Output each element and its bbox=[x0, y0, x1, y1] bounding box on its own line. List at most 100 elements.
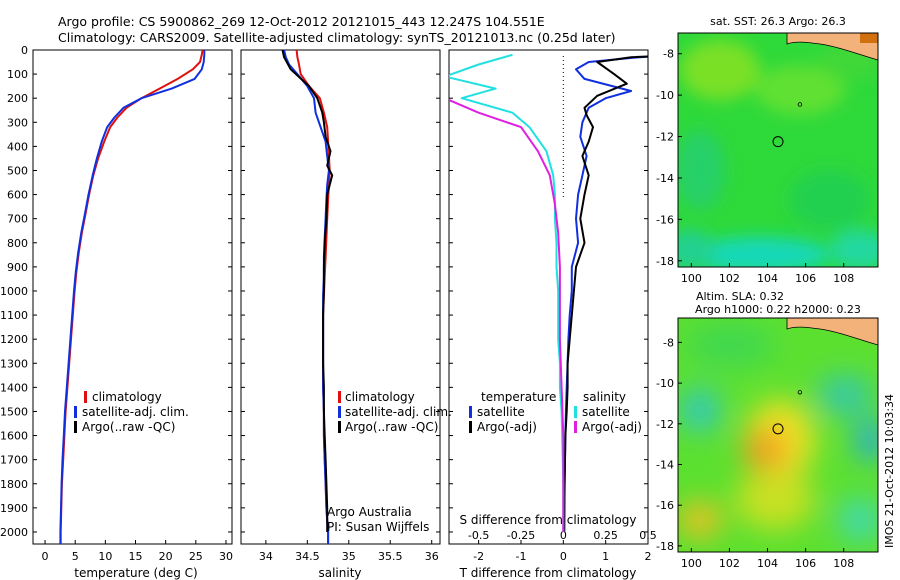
difference-xlabel-top: S difference from climatology bbox=[460, 513, 637, 527]
salinity-series-group bbox=[281, 50, 334, 532]
generated-chart-marks: 0100200300400500600700800900100011001200… bbox=[0, 44, 854, 570]
difference-series-group bbox=[563, 55, 648, 533]
sla-map-island bbox=[797, 390, 803, 395]
depth-tick-label: 100 bbox=[7, 68, 28, 81]
temperature-legend-argo: Argo(..raw -QC) bbox=[82, 420, 175, 434]
salinity-line-satellite-adj-clim- bbox=[283, 50, 330, 544]
difference-panel-frame bbox=[448, 49, 649, 545]
difference-salinity-tick-label: 0.5 bbox=[639, 529, 657, 542]
salinity-legend-argo: Argo(..raw -QC) bbox=[345, 420, 438, 434]
sst-map-ytick-label: -14 bbox=[656, 172, 674, 185]
difference-xtick-label: 1 bbox=[602, 550, 609, 563]
sst-land-hot bbox=[860, 33, 878, 43]
difference-xtick-label: -1 bbox=[515, 550, 526, 563]
salinity-legend: climatology satellite-adj. clim. Argo(..… bbox=[338, 390, 452, 434]
temperature-xtick-label: 20 bbox=[159, 550, 173, 563]
temperature-line-satellite-adj-clim- bbox=[59, 50, 206, 544]
sst-map bbox=[677, 32, 879, 268]
sla-map-xtick-label: 102 bbox=[719, 557, 740, 570]
temperature-legend: climatology satellite-adj. clim. Argo(..… bbox=[74, 390, 189, 434]
sst-map-xtick-label: 108 bbox=[833, 272, 854, 285]
difference-salinity-tick-label: 0 bbox=[560, 529, 567, 542]
temperature-legend-swatch-argo bbox=[74, 421, 77, 433]
diff-legend-t-argo: Argo(-adj) bbox=[477, 420, 537, 434]
sla-map-ytick-label: -10 bbox=[656, 377, 674, 390]
diff-legend-swatch-t-satellite bbox=[469, 406, 472, 418]
difference-salinity-tick-label: 0.25 bbox=[593, 529, 618, 542]
sla-map-ytick-label: -14 bbox=[656, 459, 674, 472]
depth-tick-label: 1700 bbox=[0, 454, 28, 467]
depth-tick-label: 1300 bbox=[0, 357, 28, 370]
sla-map-xtick-label: 108 bbox=[833, 557, 854, 570]
difference-xtick-label: 2 bbox=[645, 550, 652, 563]
difference-xtick-label: -2 bbox=[473, 550, 484, 563]
sst-map-argo-marker bbox=[772, 136, 784, 148]
temperature-legend-satellite: satellite-adj. clim. bbox=[82, 405, 189, 419]
temperature-xtick-label: 30 bbox=[219, 550, 233, 563]
salinity-xtick-label: 36 bbox=[425, 550, 439, 563]
difference-line-s-satellite bbox=[449, 53, 565, 532]
sla-field bbox=[678, 323, 878, 542]
depth-tick-label: 700 bbox=[7, 213, 28, 226]
diff-legend-swatch-s-satellite bbox=[574, 406, 577, 418]
depth-tick-label: 800 bbox=[7, 237, 28, 250]
header-line-2: Climatology: CARS2009. Satellite-adjuste… bbox=[58, 30, 616, 45]
salinity-line-argo-raw-qc- bbox=[281, 50, 334, 532]
difference-xtick-label: 0 bbox=[560, 550, 567, 563]
figure-header: Argo profile: CS 5900862_269 12-Oct-2012… bbox=[58, 14, 615, 46]
sst-map-xtick-label: 106 bbox=[795, 272, 816, 285]
sla-map-xtick-label: 100 bbox=[681, 557, 702, 570]
sla-map-ytick-label: -16 bbox=[656, 499, 674, 512]
sst-map-xtick-label: 104 bbox=[757, 272, 778, 285]
diff-legend-temperature-title: temperature bbox=[481, 390, 556, 404]
difference-line-s-argo-adj- bbox=[449, 98, 565, 532]
diff-legend-swatch-s-argo bbox=[574, 421, 577, 433]
depth-tick-label: 1800 bbox=[0, 478, 28, 491]
diff-legend-s-argo: Argo(-adj) bbox=[582, 420, 642, 434]
sst-map-island bbox=[797, 102, 803, 107]
temperature-series-group bbox=[59, 50, 206, 544]
temperature-xtick-label: 0 bbox=[42, 550, 49, 563]
salinity-legend-swatch-satellite bbox=[338, 406, 341, 418]
sst-map-ytick-label: -16 bbox=[656, 213, 674, 226]
depth-tick-label: 200 bbox=[7, 92, 28, 105]
sla-map-argo-marker bbox=[772, 423, 784, 435]
sla-map-xtick-label: 104 bbox=[757, 557, 778, 570]
depth-tick-label: 1200 bbox=[0, 333, 28, 346]
sla-map-ytick-label: -18 bbox=[656, 540, 674, 553]
difference-line-t-argo-adj- bbox=[563, 55, 648, 533]
depth-tick-label: 300 bbox=[7, 116, 28, 129]
depth-tick-label: 600 bbox=[7, 189, 28, 202]
salinity-annotation-line-2: PI: Susan Wijffels bbox=[327, 520, 429, 534]
depth-tick-label: 1900 bbox=[0, 502, 28, 515]
temperature-line-climatology bbox=[59, 50, 204, 544]
sla-land bbox=[786, 318, 878, 346]
sst-map-xtick-label: 102 bbox=[719, 272, 740, 285]
depth-tick-label: 1500 bbox=[0, 405, 28, 418]
sst-field bbox=[678, 40, 878, 267]
salinity-series-group bbox=[283, 50, 330, 544]
sla-map-title-line-2: Argo h1000: 0.22 h2000: 0.23 bbox=[695, 303, 861, 316]
temperature-xtick-label: 25 bbox=[189, 550, 203, 563]
salinity-xtick-label: 34.5 bbox=[295, 550, 320, 563]
depth-tick-label: 1000 bbox=[0, 285, 28, 298]
diff-legend-s-satellite: satellite bbox=[582, 405, 630, 419]
sla-map-title-line-1: Altim. SLA: 0.32 bbox=[696, 290, 784, 303]
temperature-series-group bbox=[59, 50, 204, 544]
sst-map-title: sat. SST: 26.3 Argo: 26.3 bbox=[710, 15, 846, 28]
sla-map-ytick-label: -8 bbox=[663, 336, 674, 349]
imos-stamp: IMOS 21-Oct-2012 10:03:34 bbox=[883, 394, 896, 548]
salinity-panel-frame bbox=[240, 49, 441, 545]
depth-tick-label: 1600 bbox=[0, 430, 28, 443]
sst-map-ytick-label: -10 bbox=[656, 89, 674, 102]
temperature-xtick-label: 15 bbox=[129, 550, 143, 563]
salinity-xtick-label: 35 bbox=[342, 550, 356, 563]
diff-legend-t-satellite: satellite bbox=[477, 405, 525, 419]
diff-legend-salinity-title: salinity bbox=[583, 390, 626, 404]
depth-tick-label: 500 bbox=[7, 164, 28, 177]
salinity-annotation-line-1: Argo Australia bbox=[327, 505, 412, 519]
salinity-xtick-label: 34 bbox=[259, 550, 273, 563]
sst-map-xtick-label: 100 bbox=[681, 272, 702, 285]
